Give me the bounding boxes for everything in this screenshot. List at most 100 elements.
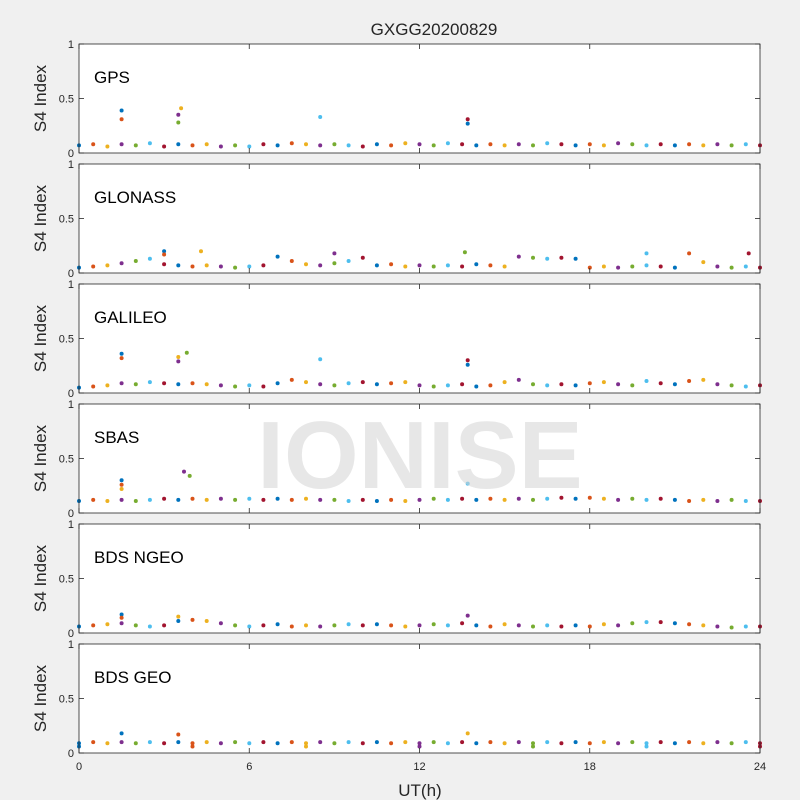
data-point: [176, 263, 181, 268]
x-tick-label: 24: [754, 761, 766, 773]
data-point: [233, 740, 238, 745]
data-point: [332, 497, 337, 502]
data-point: [630, 264, 635, 269]
data-point: [630, 621, 635, 626]
data-point: [516, 377, 521, 382]
data-point: [431, 143, 436, 148]
data-point: [531, 382, 535, 387]
data-point: [545, 383, 550, 388]
data-point: [502, 497, 507, 502]
data-point: [318, 263, 323, 268]
data-point: [573, 256, 578, 261]
data-point: [445, 741, 450, 746]
data-point: [531, 497, 535, 502]
data-point: [119, 351, 124, 356]
panel-bds-geo: 0 0.5 1 0 6 12 18 24 BDS GEO S4 Index: [31, 639, 766, 773]
data-point: [389, 497, 394, 502]
data-point: [119, 356, 124, 361]
data-point: [559, 255, 564, 260]
data-point: [445, 497, 450, 502]
data-point: [474, 262, 479, 267]
data-point: [460, 142, 465, 147]
constellation-label: GPS: [94, 68, 130, 87]
panel-galileo: 0 0.5 1 GALILEO S4 Index: [31, 279, 762, 400]
data-point: [204, 619, 209, 623]
data-point: [162, 144, 167, 149]
data-point: [289, 377, 294, 382]
y-axis-label: S4 Index: [31, 184, 50, 252]
data-point: [360, 380, 365, 385]
data-point: [304, 623, 308, 628]
data-point: [488, 740, 493, 745]
data-point: [502, 264, 507, 269]
data-point: [516, 496, 521, 501]
data-point: [332, 741, 337, 746]
data-point: [233, 497, 238, 502]
data-point: [465, 117, 470, 122]
data-point: [573, 623, 578, 628]
data-point: [247, 264, 252, 269]
data-point: [346, 499, 351, 503]
data-point: [304, 741, 308, 746]
data-point: [204, 263, 209, 268]
data-point: [743, 384, 748, 389]
axes-background: [79, 44, 760, 153]
constellation-label: GALILEO: [94, 308, 167, 327]
data-point: [644, 251, 649, 256]
data-point: [687, 622, 692, 627]
data-point: [715, 740, 720, 745]
data-point: [374, 622, 379, 627]
data-point: [105, 622, 110, 627]
data-point: [531, 255, 535, 260]
y-tick-label: 0.5: [59, 694, 74, 706]
data-point: [701, 623, 706, 628]
data-point: [460, 382, 465, 387]
data-point: [601, 380, 606, 385]
data-point: [218, 496, 223, 501]
data-point: [502, 622, 507, 627]
data-point: [729, 497, 734, 502]
axes-background: [79, 524, 760, 633]
data-point: [162, 496, 167, 501]
data-point: [261, 497, 266, 502]
data-point: [105, 144, 110, 149]
y-axis-label: S4 Index: [31, 64, 50, 132]
data-point: [701, 260, 706, 265]
data-point: [275, 381, 280, 386]
data-point: [545, 740, 550, 745]
data-point: [559, 495, 564, 500]
data-point: [587, 741, 592, 746]
data-point: [218, 741, 223, 746]
data-point: [465, 358, 470, 363]
data-point: [162, 262, 167, 267]
data-point: [261, 142, 266, 147]
data-point: [275, 143, 280, 148]
data-point: [417, 623, 422, 628]
data-point: [247, 741, 252, 746]
data-point: [417, 741, 422, 746]
data-point: [346, 381, 351, 386]
data-point: [199, 249, 203, 254]
y-tick-label: 0: [68, 508, 74, 520]
data-point: [247, 383, 252, 388]
data-point: [332, 383, 337, 388]
data-point: [644, 744, 649, 749]
y-tick-label: 0: [68, 388, 74, 400]
data-point: [119, 261, 124, 266]
data-point: [531, 143, 535, 148]
data-point: [176, 359, 181, 364]
constellation-label: BDS GEO: [94, 668, 171, 687]
data-point: [658, 381, 663, 386]
data-point: [630, 383, 635, 388]
data-point: [431, 740, 436, 745]
data-point: [417, 142, 422, 147]
data-point: [176, 614, 181, 619]
data-point: [176, 355, 181, 359]
data-point: [184, 350, 189, 355]
data-point: [743, 264, 748, 269]
data-point: [616, 141, 621, 146]
data-point: [465, 731, 470, 736]
data-point: [644, 741, 649, 746]
data-point: [275, 622, 280, 627]
data-point: [119, 482, 124, 487]
